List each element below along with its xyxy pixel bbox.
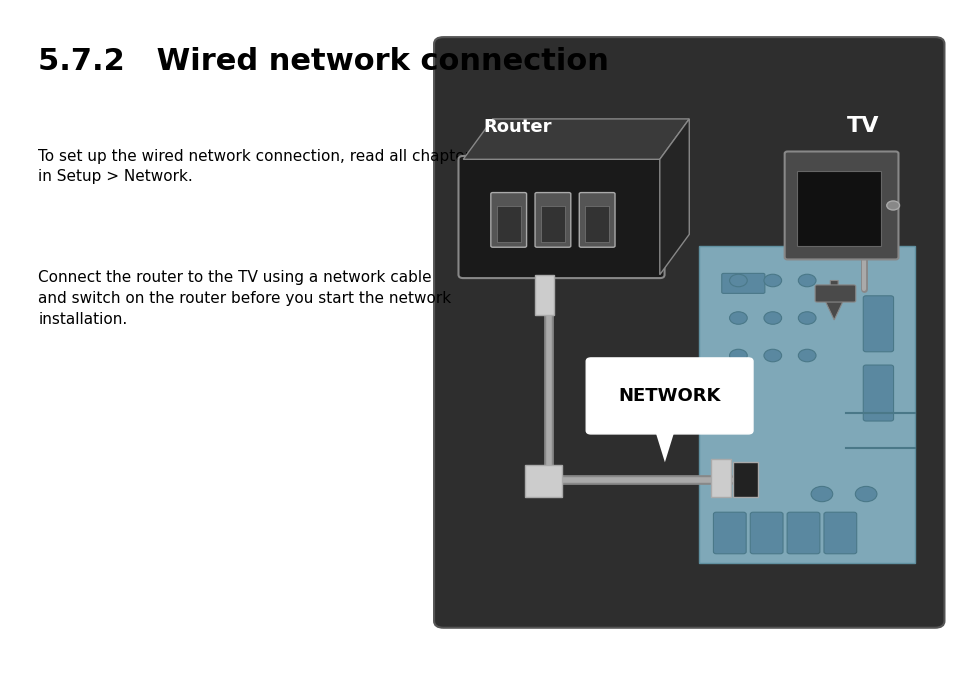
Circle shape <box>798 312 815 324</box>
Polygon shape <box>659 119 688 275</box>
FancyBboxPatch shape <box>749 512 782 554</box>
Circle shape <box>886 201 899 210</box>
FancyBboxPatch shape <box>458 156 664 278</box>
Circle shape <box>729 274 746 287</box>
FancyBboxPatch shape <box>540 206 564 242</box>
FancyBboxPatch shape <box>713 512 745 554</box>
FancyBboxPatch shape <box>862 296 893 352</box>
FancyBboxPatch shape <box>584 206 609 242</box>
FancyBboxPatch shape <box>578 192 615 247</box>
Circle shape <box>855 487 876 502</box>
FancyBboxPatch shape <box>524 465 561 497</box>
Circle shape <box>810 487 832 502</box>
Circle shape <box>763 274 781 287</box>
FancyBboxPatch shape <box>783 151 898 259</box>
FancyBboxPatch shape <box>491 192 526 247</box>
FancyBboxPatch shape <box>711 460 730 497</box>
Circle shape <box>763 312 781 324</box>
FancyBboxPatch shape <box>434 37 943 628</box>
FancyBboxPatch shape <box>535 192 570 247</box>
Circle shape <box>729 349 746 362</box>
Text: TV: TV <box>845 116 878 136</box>
Circle shape <box>798 349 815 362</box>
FancyBboxPatch shape <box>585 358 752 434</box>
Circle shape <box>729 312 746 324</box>
Text: To set up the wired network connection, read all chapters
in Setup > Network.: To set up the wired network connection, … <box>38 148 478 184</box>
Polygon shape <box>463 119 688 159</box>
Circle shape <box>763 349 781 362</box>
FancyArrow shape <box>821 281 845 320</box>
Polygon shape <box>655 431 674 462</box>
FancyBboxPatch shape <box>862 365 893 421</box>
FancyBboxPatch shape <box>699 246 914 563</box>
FancyBboxPatch shape <box>534 275 554 315</box>
Circle shape <box>798 274 815 287</box>
FancyBboxPatch shape <box>786 512 819 554</box>
FancyBboxPatch shape <box>497 206 520 242</box>
FancyBboxPatch shape <box>814 285 855 302</box>
FancyBboxPatch shape <box>797 171 880 246</box>
FancyBboxPatch shape <box>733 462 758 497</box>
FancyBboxPatch shape <box>823 512 856 554</box>
Text: Router: Router <box>482 118 551 136</box>
Text: NETWORK: NETWORK <box>618 387 720 405</box>
Text: 5.7.2   Wired network connection: 5.7.2 Wired network connection <box>38 47 608 76</box>
Text: Connect the router to the TV using a network cable
and switch on the router befo: Connect the router to the TV using a net… <box>38 270 451 327</box>
FancyBboxPatch shape <box>721 273 764 294</box>
